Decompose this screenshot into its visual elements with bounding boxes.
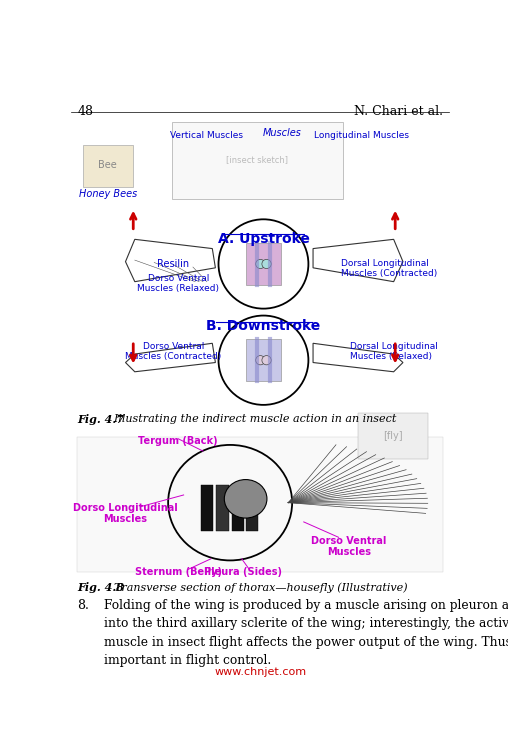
Text: Illustrating the indirect muscle action in an insect: Illustrating the indirect muscle action … — [107, 414, 396, 424]
Text: Dorsal Longitudinal
Muscles (Relaxed): Dorsal Longitudinal Muscles (Relaxed) — [350, 342, 438, 361]
Text: Dorso Ventral
Muscles (Relaxed): Dorso Ventral Muscles (Relaxed) — [137, 274, 219, 293]
Text: Resilin: Resilin — [157, 259, 189, 268]
Text: 48: 48 — [77, 104, 93, 118]
Text: Dorso Ventral
Muscles (Contracted): Dorso Ventral Muscles (Contracted) — [125, 342, 221, 361]
FancyBboxPatch shape — [83, 144, 133, 187]
Text: 8.: 8. — [77, 599, 89, 612]
Text: Fig. 4.8: Fig. 4.8 — [77, 582, 124, 593]
Text: Dorsal Longitudinal
Muscles (Contracted): Dorsal Longitudinal Muscles (Contracted) — [341, 259, 437, 278]
Ellipse shape — [225, 479, 267, 518]
Text: Tergum (Back): Tergum (Back) — [138, 435, 218, 446]
Text: Folding of the wing is produced by a muscle arising on pleuron and inserted
into: Folding of the wing is produced by a mus… — [104, 599, 508, 668]
Text: Dorso Longitudinal
Muscles: Dorso Longitudinal Muscles — [73, 503, 178, 524]
Text: N. Chari et al.: N. Chari et al. — [354, 104, 443, 118]
Text: Transverse section of thorax—housefly (Illustrative): Transverse section of thorax—housefly (I… — [107, 582, 407, 593]
Circle shape — [256, 259, 265, 268]
Text: A. Upstroke: A. Upstroke — [217, 231, 309, 246]
FancyBboxPatch shape — [358, 413, 428, 459]
Text: Vertical Muscles: Vertical Muscles — [170, 131, 243, 140]
FancyBboxPatch shape — [232, 485, 244, 531]
Text: www.chnjet.com: www.chnjet.com — [214, 667, 306, 677]
Text: Longitudinal Muscles: Longitudinal Muscles — [314, 131, 409, 140]
FancyBboxPatch shape — [77, 437, 443, 572]
Text: Sternum (Belly): Sternum (Belly) — [135, 566, 221, 577]
FancyBboxPatch shape — [201, 485, 213, 531]
FancyBboxPatch shape — [246, 339, 280, 381]
Text: Pleura (Sides): Pleura (Sides) — [204, 566, 282, 577]
Text: Dorso Ventral
Muscles: Dorso Ventral Muscles — [311, 536, 387, 557]
Text: Muscles: Muscles — [263, 128, 301, 138]
Text: Honey Bees: Honey Bees — [79, 189, 138, 200]
FancyBboxPatch shape — [246, 243, 280, 285]
Circle shape — [256, 355, 265, 365]
Text: B. Downstroke: B. Downstroke — [206, 319, 321, 333]
Text: Bee: Bee — [99, 160, 117, 170]
Circle shape — [262, 355, 271, 365]
Text: [fly]: [fly] — [383, 431, 403, 441]
Text: [insect sketch]: [insect sketch] — [226, 156, 288, 165]
FancyBboxPatch shape — [246, 485, 258, 531]
FancyBboxPatch shape — [172, 122, 342, 199]
FancyBboxPatch shape — [216, 485, 229, 531]
Circle shape — [262, 259, 271, 268]
Text: Fig. 4.7: Fig. 4.7 — [77, 414, 124, 425]
